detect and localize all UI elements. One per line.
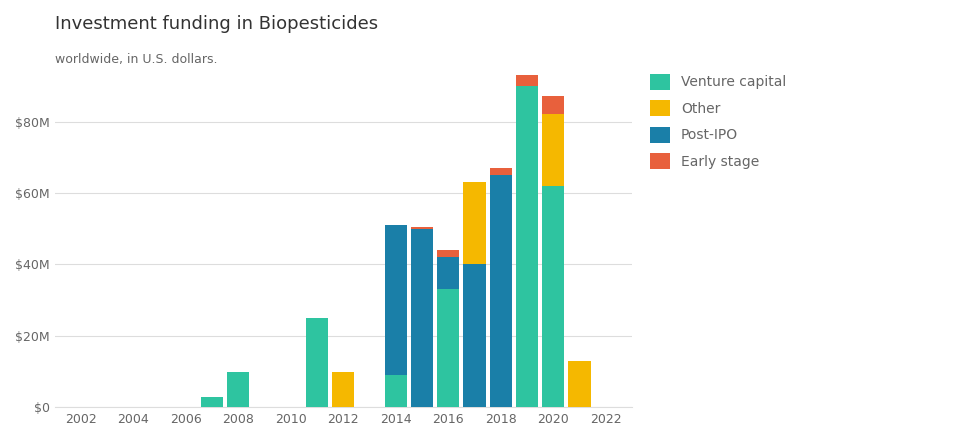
Text: worldwide, in U.S. dollars.: worldwide, in U.S. dollars. [55,52,217,66]
Bar [490,168,512,175]
Bar [490,175,512,407]
Bar [437,289,460,407]
Bar [464,265,486,407]
Bar [543,186,564,407]
Bar [332,372,355,407]
Legend: Venture capital, Other, Post-IPO, Early stage: Venture capital, Other, Post-IPO, Early … [645,68,792,175]
Bar [569,361,590,407]
Bar [306,318,328,407]
Bar [543,97,564,114]
Bar [516,86,539,407]
Bar [411,227,433,229]
Bar [543,114,564,186]
Bar [437,250,460,258]
Bar [464,182,486,265]
Bar [385,225,407,375]
Text: Investment funding in Biopesticides: Investment funding in Biopesticides [55,15,378,33]
Bar [516,75,539,86]
Bar [227,372,249,407]
Bar [201,397,223,407]
Bar [437,258,460,289]
Bar [411,229,433,407]
Bar [385,375,407,407]
